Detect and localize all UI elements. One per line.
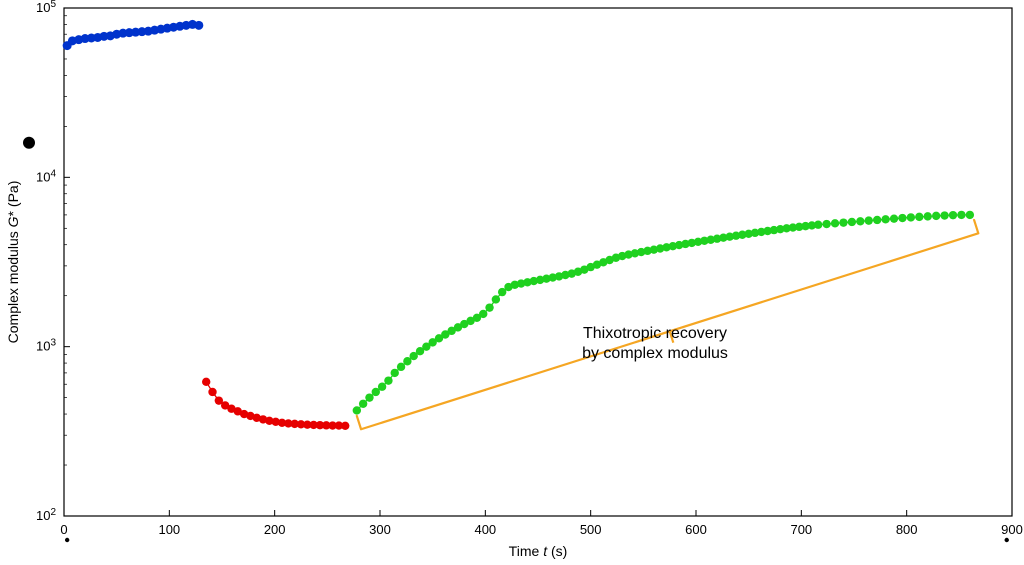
series-point-recovery [957,211,965,219]
x-tick-label: 100 [158,522,180,537]
x-tick-label: 400 [474,522,496,537]
x-tick-label: 300 [369,522,391,537]
series-point-shear-breakdown [341,422,349,430]
annotation-text-line1: Thixotropic recovery [583,325,727,342]
y-tick-label: 104 [36,168,56,185]
series-point-recovery [873,216,881,224]
x-tick-label: 900 [1001,522,1023,537]
x-tick-label: 600 [685,522,707,537]
series-point-recovery [365,393,373,401]
series-point-recovery [397,363,405,371]
x-axis-end-dot [65,538,69,542]
series-point-recovery [492,295,500,303]
series-point-recovery [865,216,873,224]
series-point-pre-shear [194,21,203,30]
series-point-recovery [890,214,898,222]
x-tick-label: 0 [60,522,67,537]
series-point-recovery [822,220,830,228]
y-axis-marker-dot [23,137,35,149]
chart-container: 0 100 200 300 400 500 600 700 800 900 102 103 104 105… [0,0,1024,565]
x-tick-label: 200 [264,522,286,537]
series-point-shear-breakdown [208,388,216,396]
series-point-recovery [384,376,392,384]
series-point-recovery [839,218,847,226]
y-tick-label: 102 [36,507,56,524]
series-point-recovery [378,383,386,391]
series-point-recovery [940,211,948,219]
series-point-recovery [856,217,864,225]
series-point-recovery [898,214,906,222]
scatter-chart: 0 100 200 300 400 500 600 700 800 900 102 103 104 105… [0,0,1024,565]
series-point-recovery [907,213,915,221]
y-tick-label: 103 [36,337,56,354]
series-point-recovery [915,213,923,221]
x-tick-label: 500 [580,522,602,537]
series-point-recovery [848,218,856,226]
series-point-recovery [391,369,399,377]
y-axis-label: Complex modulus G* (Pa) [5,181,21,344]
x-tick-label: 800 [896,522,918,537]
x-axis-label: Time t (s) [509,543,568,559]
series-point-recovery [485,303,493,311]
series-point-recovery [353,406,361,414]
series-point-recovery [359,400,367,408]
series-point-recovery [479,310,487,318]
series-point-recovery [881,215,889,223]
series-point-recovery [949,211,957,219]
series-point-recovery [966,211,974,219]
series-point-shear-breakdown [202,378,210,386]
series-point-recovery [831,219,839,227]
y-tick-label: 105 [36,0,56,15]
series-point-recovery [932,212,940,220]
x-tick-label: 700 [790,522,812,537]
series-point-recovery [814,221,822,229]
x-axis-end-dot [1005,538,1009,542]
annotation-text-line2: by complex modulus [582,345,728,362]
series-line-recovery [357,215,970,411]
series-point-recovery [924,212,932,220]
